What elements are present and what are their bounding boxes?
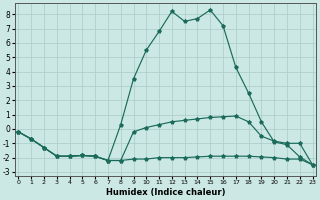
X-axis label: Humidex (Indice chaleur): Humidex (Indice chaleur) — [106, 188, 225, 197]
